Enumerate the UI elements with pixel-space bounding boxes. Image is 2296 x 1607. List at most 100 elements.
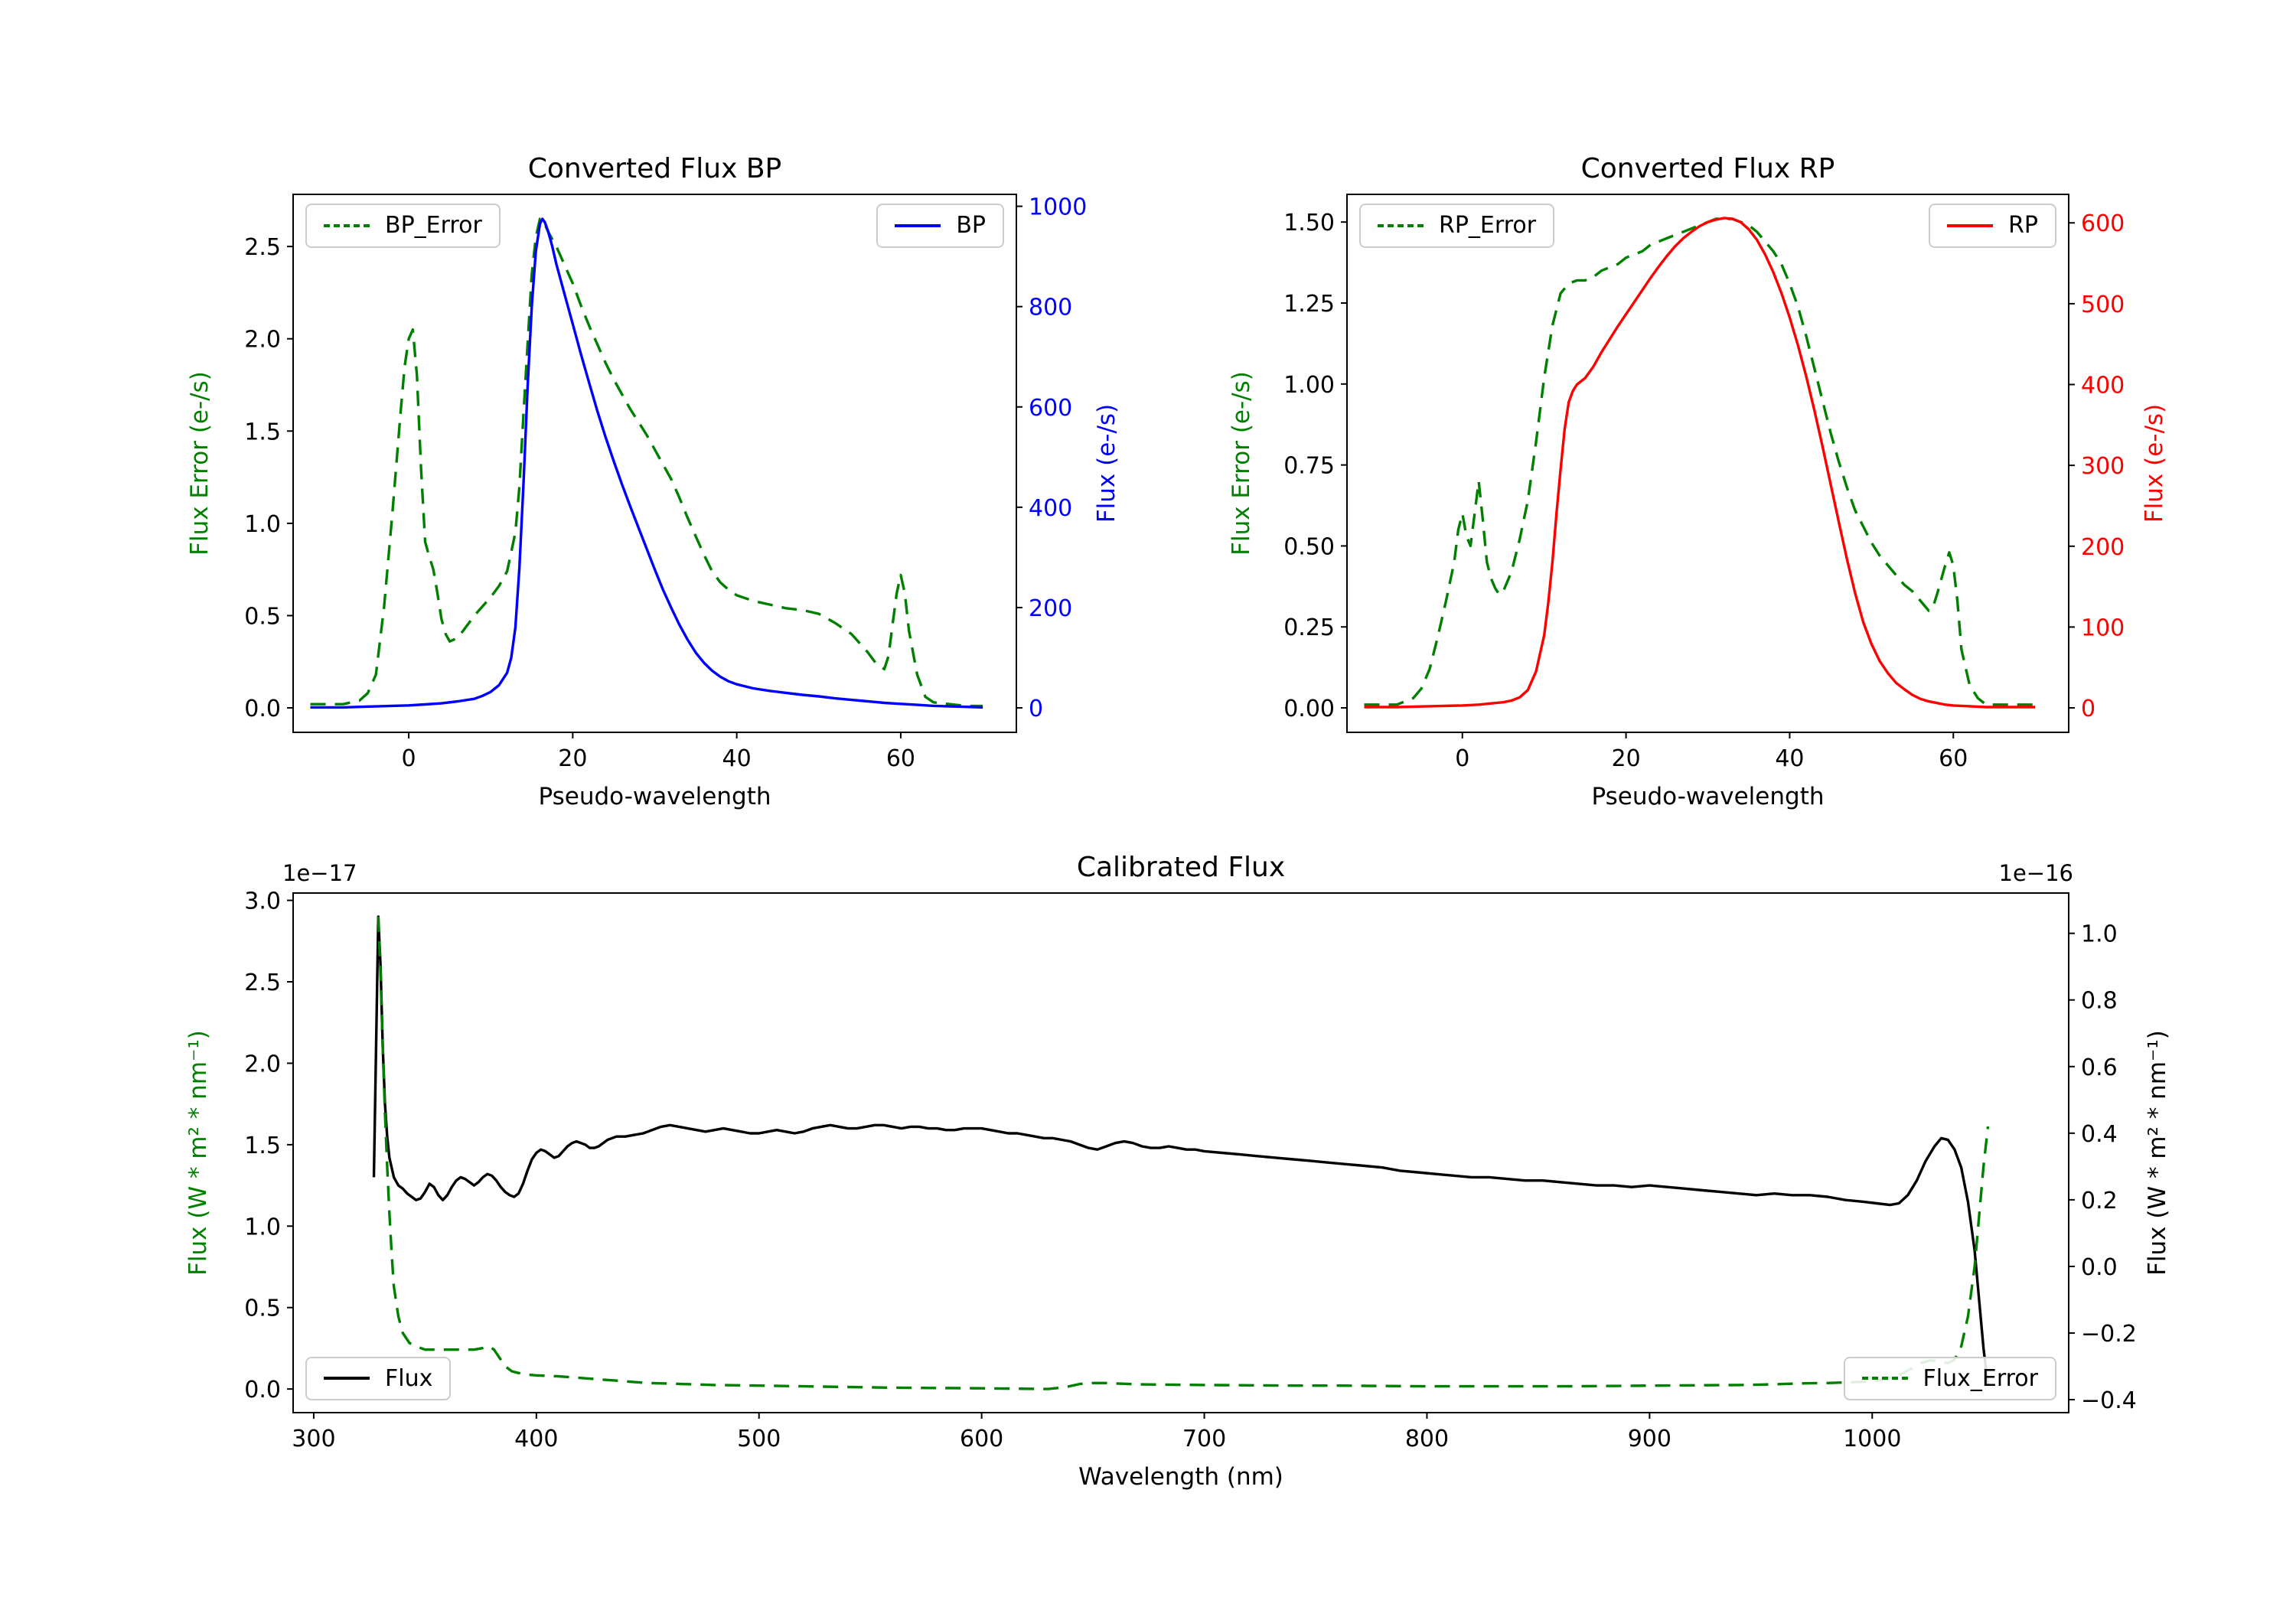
right-tick-label: 400	[2081, 373, 2125, 399]
legend-flux: Flux	[305, 1356, 452, 1400]
left-tick-label: 0.5	[244, 1296, 281, 1322]
left-tick-label: 0.5	[244, 603, 281, 630]
subplot-title: Converted Flux RP	[1581, 153, 1835, 184]
x-tick-label: 60	[886, 745, 915, 772]
legend-sample-line	[1861, 1377, 1908, 1380]
left-tick-label: 0.25	[1283, 614, 1335, 641]
axes-frame	[292, 892, 2069, 1413]
right-tick-label: 300	[2081, 453, 2125, 480]
legend-sample-line	[1378, 223, 1424, 227]
right-axis-label: Flux (e-/s)	[1093, 404, 1120, 523]
x-tick-label: 700	[1182, 1426, 1226, 1452]
right-axis-label: Flux (W * m² * nm⁻¹)	[2144, 1030, 2171, 1276]
x-tick-label: 20	[558, 745, 587, 772]
x-tick-label: 800	[1405, 1426, 1449, 1452]
x-tick-label: 1000	[1843, 1426, 1901, 1452]
left-axis-label: Flux (W * m² * nm⁻¹)	[184, 1030, 212, 1276]
series-RP_Error	[1364, 217, 2036, 706]
legend-label: Flux_Error	[1923, 1364, 2038, 1392]
axes-frame	[1346, 194, 2069, 733]
right-tick-label: 200	[2081, 534, 2125, 561]
right-tick-label: 100	[2081, 614, 2125, 641]
right-tick-label: 600	[1029, 395, 1072, 422]
right-tick-label: 1.0	[2081, 921, 2118, 948]
legend-sample-line	[1947, 223, 1994, 227]
subplot-rp: 0 20 40 60 Pseudo-wavelength 0.00 0.25 0.50 0.75…	[1228, 153, 2168, 810]
left-tick-label: 1.00	[1283, 372, 1335, 399]
x-tick-label: 300	[292, 1426, 335, 1452]
right-tick-label: 600	[2081, 210, 2125, 237]
left-axis-label: Flux Error (e-/s)	[1228, 371, 1255, 556]
left-tick-label: 3.0	[244, 888, 281, 915]
subplot-title: Converted Flux BP	[528, 153, 781, 184]
left-tick-label: 2.0	[244, 327, 281, 354]
subplot-title: Calibrated Flux	[1077, 852, 1285, 883]
left-tick-label: 1.0	[244, 1214, 281, 1240]
x-tick-label: 900	[1628, 1426, 1671, 1452]
series-Flux_Error	[377, 916, 1990, 1390]
legend-label: BP	[956, 212, 986, 239]
x-tick-label: 0	[1455, 745, 1469, 772]
right-tick-label: 0.0	[2081, 1254, 2118, 1281]
subplot-calibrated: 300 400 500 600 700 800 900 1000 Wavelength (nm)…	[184, 852, 2171, 1491]
right-tick-label: 800	[1029, 295, 1072, 321]
left-tick-label: 2.0	[244, 1051, 281, 1077]
left-tick-label: 1.0	[244, 511, 281, 538]
legend-label: RP_Error	[1439, 212, 1537, 239]
x-tick-label: 40	[1775, 745, 1804, 772]
right-tick-label: 0	[2081, 696, 2095, 722]
legend-label: BP_Error	[385, 212, 482, 239]
right-tick-label: 0.2	[2081, 1188, 2118, 1214]
right-tick-label: 1000	[1029, 194, 1087, 221]
x-tick-label: 0	[402, 745, 416, 772]
x-tick-label: 600	[960, 1426, 1003, 1452]
series-BP_Error	[310, 217, 983, 708]
left-tick-label: 0.0	[244, 696, 281, 722]
legend-rp: RP	[1929, 204, 2056, 248]
legend-label: Flux	[385, 1364, 433, 1392]
right-axis-label: Flux (e-/s)	[2141, 404, 2168, 523]
left-offset-text: 1e−17	[282, 860, 357, 886]
right-tick-label: −0.4	[2081, 1387, 2137, 1414]
series-BP	[310, 217, 983, 709]
axes-frame	[292, 194, 1017, 733]
left-tick-label: 2.5	[244, 234, 281, 261]
left-tick-label: 0.75	[1283, 453, 1335, 480]
left-tick-label: 0.50	[1283, 533, 1335, 560]
series-RP	[1364, 217, 2036, 709]
right-tick-label: 0	[1029, 696, 1043, 722]
x-axis-label: Pseudo-wavelength	[538, 783, 771, 810]
x-axis-label: Pseudo-wavelength	[1591, 783, 1824, 810]
right-tick-label: 0.4	[2081, 1121, 2118, 1148]
right-tick-label: −0.2	[2081, 1321, 2137, 1348]
left-tick-label: 1.50	[1283, 210, 1335, 236]
right-tick-label: 200	[1029, 595, 1072, 622]
right-tick-label: 500	[2081, 292, 2125, 318]
legend-bp_error: BP_Error	[305, 204, 501, 248]
left-tick-label: 1.25	[1283, 291, 1335, 318]
right-offset-text: 1e−16	[1999, 860, 2074, 886]
series-Flux	[372, 915, 1990, 1387]
x-tick-label: 40	[722, 745, 752, 772]
subplot-bp: 0 20 40 60 Pseudo-wavelength 0.0 0.5 1.0 1.5 2.0 2…	[186, 153, 1120, 810]
left-tick-label: 2.5	[244, 970, 281, 996]
legend-label: RP	[2008, 212, 2038, 239]
left-tick-label: 0.00	[1283, 696, 1335, 722]
x-tick-label: 400	[514, 1426, 558, 1452]
left-tick-label: 1.5	[244, 1133, 281, 1159]
legend-rp_error: RP_Error	[1359, 204, 1555, 248]
x-tick-label: 500	[737, 1426, 781, 1452]
legend-sample-line	[324, 1377, 370, 1380]
legend-bp: BP	[876, 204, 1004, 248]
right-tick-label: 0.6	[2081, 1054, 2118, 1081]
legend-sample-line	[895, 223, 941, 227]
legend-flux_error: Flux_Error	[1843, 1356, 2056, 1400]
x-tick-label: 20	[1611, 745, 1640, 772]
right-tick-label: 400	[1029, 495, 1072, 522]
x-axis-label: Wavelength (nm)	[1078, 1463, 1283, 1491]
right-tick-label: 0.8	[2081, 988, 2118, 1015]
x-tick-label: 60	[1939, 745, 1968, 772]
left-axis-label: Flux Error (e-/s)	[186, 371, 214, 556]
